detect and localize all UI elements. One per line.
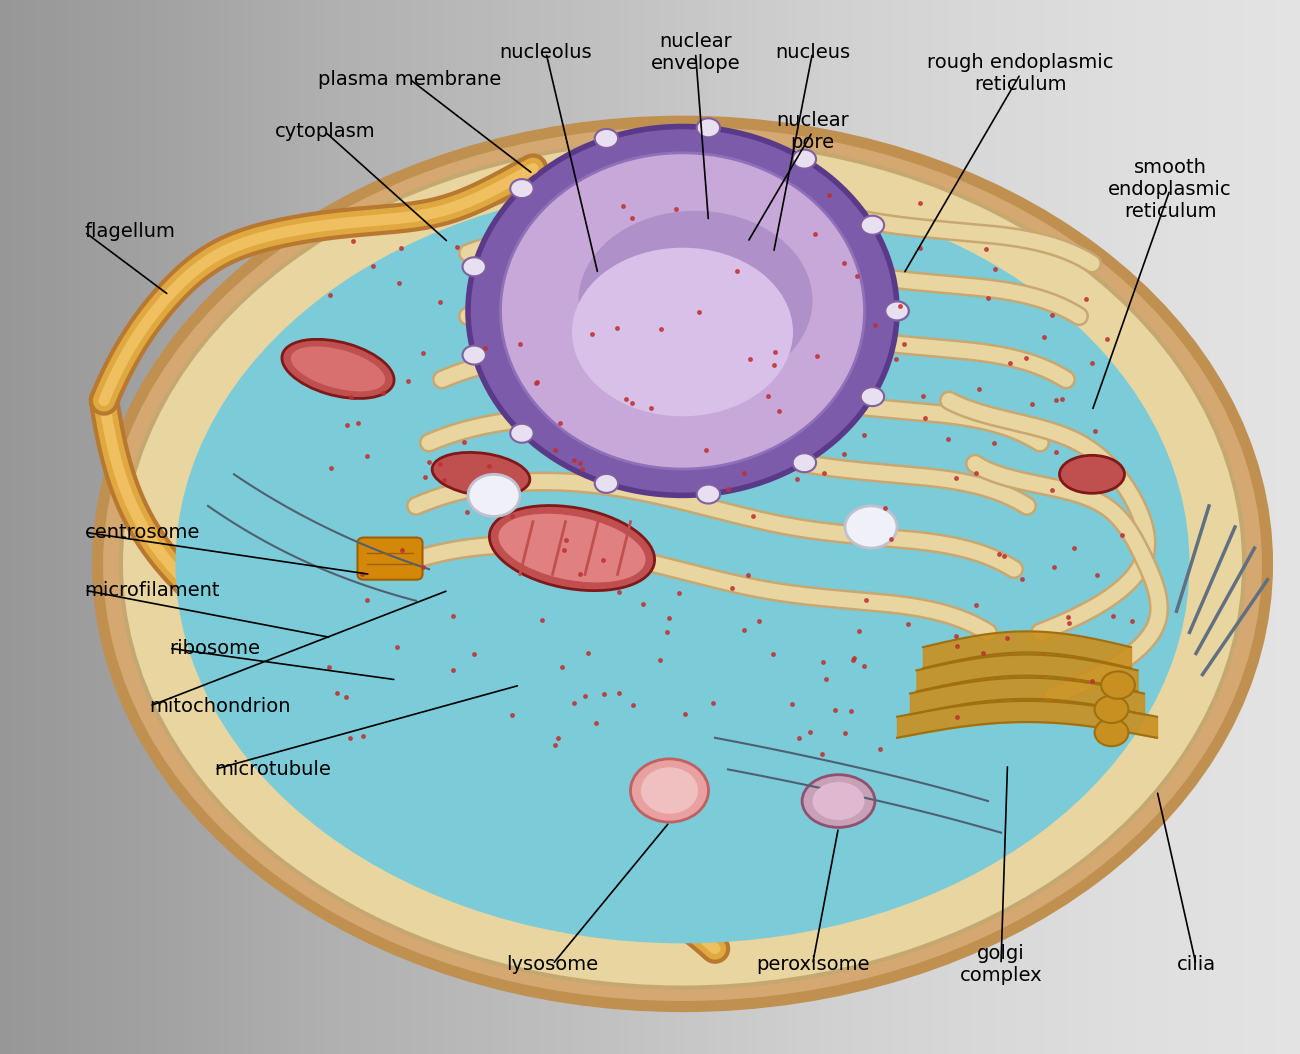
Circle shape (861, 216, 884, 235)
Text: mitochondrion: mitochondrion (150, 697, 291, 716)
Text: plasma membrane: plasma membrane (318, 70, 500, 89)
Circle shape (463, 346, 486, 365)
Ellipse shape (1095, 696, 1128, 723)
Circle shape (510, 424, 533, 443)
Text: flagellum: flagellum (84, 222, 176, 241)
Ellipse shape (121, 140, 1244, 988)
Ellipse shape (468, 126, 897, 495)
Ellipse shape (630, 759, 709, 822)
Ellipse shape (802, 775, 875, 827)
Ellipse shape (432, 452, 530, 496)
Ellipse shape (572, 248, 793, 416)
Ellipse shape (845, 506, 897, 548)
Circle shape (885, 301, 909, 320)
Text: ribosome: ribosome (169, 639, 260, 658)
Circle shape (463, 257, 486, 276)
Circle shape (594, 474, 618, 493)
Text: centrosome: centrosome (84, 523, 200, 542)
Circle shape (793, 150, 816, 169)
Ellipse shape (489, 506, 655, 590)
Text: smooth
endoplasmic
reticulum: smooth endoplasmic reticulum (1108, 158, 1232, 221)
Text: nuclear
pore: nuclear pore (776, 112, 849, 152)
Text: cytoplasm: cytoplasm (274, 122, 376, 141)
Text: peroxisome: peroxisome (755, 955, 870, 974)
Ellipse shape (1101, 671, 1135, 699)
Circle shape (697, 118, 720, 137)
Ellipse shape (468, 474, 520, 516)
Text: microfilament: microfilament (84, 581, 220, 600)
Text: nuclear
envelope: nuclear envelope (651, 33, 740, 73)
Text: nucleus: nucleus (775, 43, 850, 62)
Circle shape (861, 387, 884, 406)
Ellipse shape (1060, 455, 1124, 493)
Circle shape (793, 453, 816, 472)
Ellipse shape (291, 347, 385, 391)
Ellipse shape (578, 211, 812, 390)
Circle shape (594, 129, 618, 148)
Text: golgi
complex: golgi complex (959, 944, 1043, 984)
Text: rough endoplasmic
reticulum: rough endoplasmic reticulum (927, 54, 1114, 94)
Text: nucleolus: nucleolus (499, 43, 593, 62)
Ellipse shape (498, 513, 646, 583)
Circle shape (885, 301, 909, 320)
Ellipse shape (282, 339, 394, 398)
Text: cilia: cilia (1176, 955, 1216, 974)
Ellipse shape (98, 121, 1268, 1007)
Ellipse shape (812, 782, 864, 820)
Text: lysosome: lysosome (507, 955, 598, 974)
Ellipse shape (176, 184, 1190, 943)
Text: microtubule: microtubule (214, 760, 332, 779)
FancyBboxPatch shape (358, 538, 423, 580)
Ellipse shape (500, 153, 864, 469)
Ellipse shape (1095, 719, 1128, 746)
Circle shape (697, 485, 720, 504)
Ellipse shape (641, 767, 698, 814)
Circle shape (510, 179, 533, 198)
